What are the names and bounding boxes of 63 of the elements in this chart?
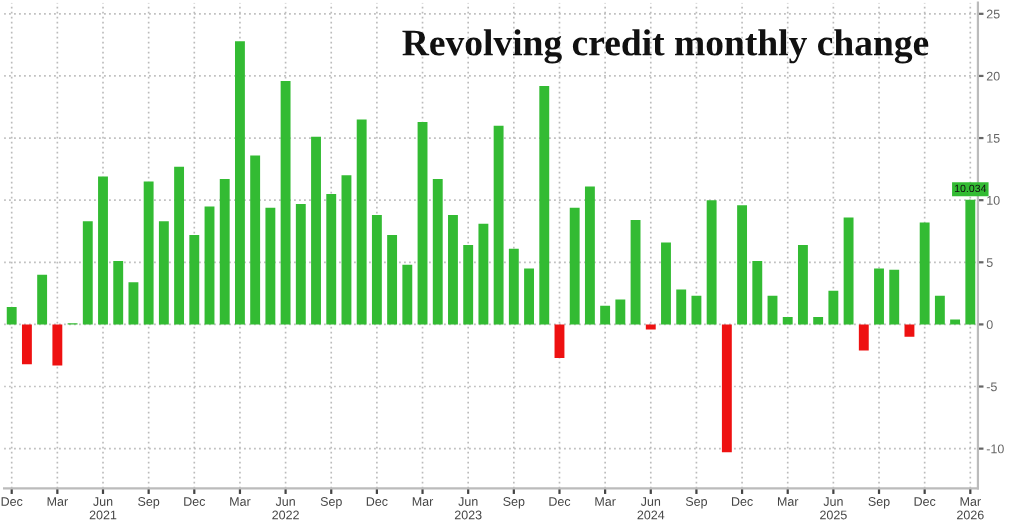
bar: [356, 119, 367, 325]
bar: [387, 234, 398, 325]
bar: [828, 290, 839, 325]
bar: [721, 324, 732, 453]
bar: [950, 319, 961, 325]
bar: [858, 324, 869, 351]
bar: [478, 223, 489, 325]
bar: [280, 80, 291, 325]
bar: [219, 179, 230, 325]
bar: [874, 268, 884, 325]
bar: [463, 244, 474, 325]
bar: [417, 121, 428, 325]
bar: [52, 324, 63, 366]
bar: [174, 166, 185, 325]
bar: [341, 175, 352, 325]
bar: [128, 282, 139, 325]
bar: [113, 261, 124, 325]
bar: [311, 136, 321, 325]
bar: [143, 181, 154, 325]
bar: [843, 217, 854, 325]
bar: [98, 176, 108, 325]
bar: [6, 307, 17, 325]
bar: [189, 234, 200, 325]
bar: [752, 261, 763, 325]
bar: [371, 215, 382, 325]
bar: [965, 199, 976, 325]
bar: [661, 242, 671, 325]
bar: [508, 248, 519, 325]
bar: [21, 324, 32, 365]
bar: [813, 316, 824, 325]
bar: [934, 295, 945, 325]
bar: [630, 220, 641, 325]
bar: [524, 268, 534, 325]
bar: [37, 274, 48, 325]
bar: [919, 222, 930, 325]
bar: [600, 305, 611, 325]
bar: [493, 125, 504, 325]
bar: [569, 207, 580, 325]
bar: [797, 244, 808, 325]
bar: [737, 205, 748, 325]
bar: [326, 193, 337, 325]
bar: [82, 221, 93, 325]
bar: [235, 41, 245, 325]
bar: [158, 221, 169, 325]
bar: [904, 324, 915, 337]
bar: [889, 269, 900, 325]
bar: [615, 299, 626, 325]
bar: [250, 155, 261, 325]
bar: [676, 289, 687, 325]
text: Revolving credit monthly change: [402, 29, 929, 64]
bar: [265, 207, 276, 325]
bar: [706, 200, 717, 325]
bar: [554, 324, 565, 358]
bar: [782, 316, 793, 325]
bar: [645, 324, 656, 330]
bar: [448, 215, 458, 325]
bar: [539, 85, 550, 325]
bar: [691, 295, 702, 325]
bar: [432, 179, 443, 325]
bar: [204, 206, 215, 325]
bar: [584, 186, 595, 325]
bar: [295, 203, 306, 325]
bar: [402, 264, 413, 325]
